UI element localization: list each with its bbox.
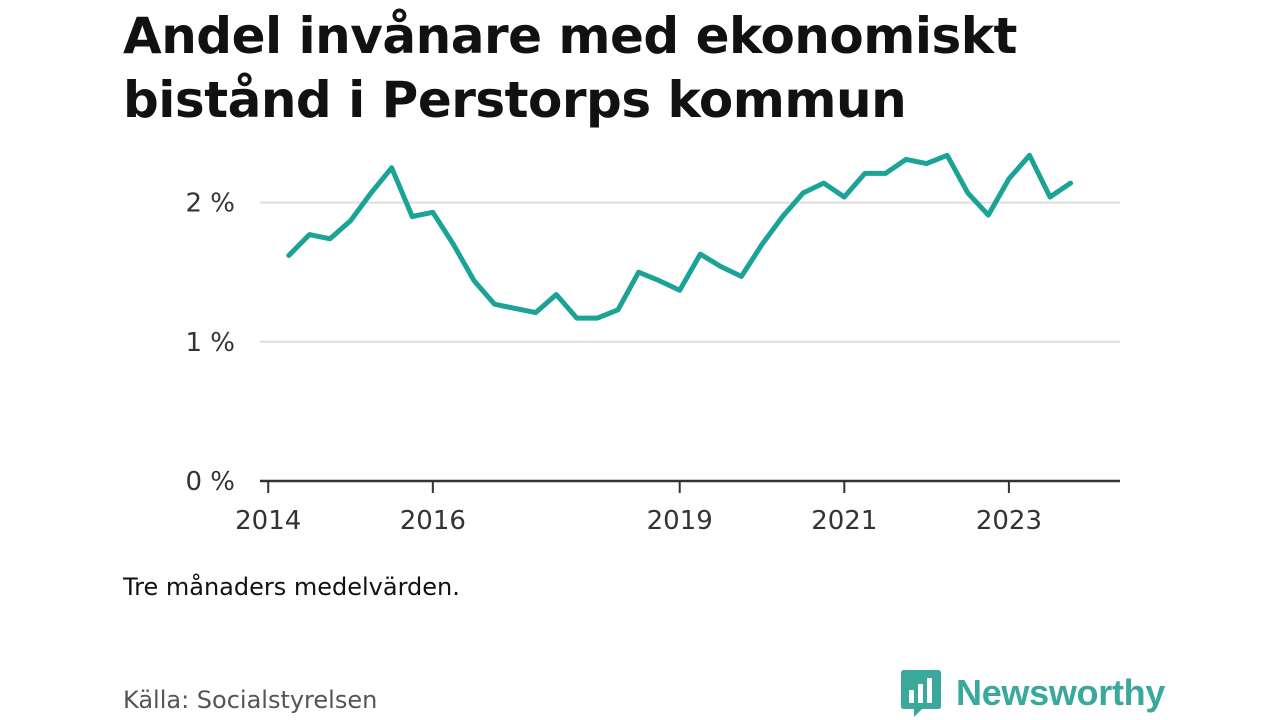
x-tick-label: 2019 xyxy=(647,506,713,536)
series xyxy=(286,152,1074,321)
y-tick-label: 2 % xyxy=(185,189,235,219)
x-axis xyxy=(260,479,1120,493)
series-line xyxy=(286,152,1074,321)
y-tick-label: 1 % xyxy=(185,328,235,358)
chart-note: Tre månaders medelvärden. xyxy=(123,573,460,601)
y-tick-label: 0 % xyxy=(185,467,235,497)
chart-title: Andel invånare med ekonomiskt bistånd i … xyxy=(123,7,1017,129)
newsworthy-logo: Newsworthy xyxy=(900,668,1165,718)
x-axis-labels: 2014 2016 2019 2021 2023 xyxy=(235,506,1042,536)
brand-name: Newsworthy xyxy=(956,672,1166,713)
bar-chart-bubble-icon xyxy=(901,670,941,717)
source-credit: Källa: Socialstyrelsen xyxy=(123,686,378,714)
x-tick-label: 2014 xyxy=(235,506,301,536)
x-tick-label: 2016 xyxy=(400,506,466,536)
x-tick-label: 2023 xyxy=(976,506,1042,536)
x-tick-label: 2021 xyxy=(811,506,877,536)
y-axis-labels: 0 % 1 % 2 % xyxy=(185,189,235,497)
